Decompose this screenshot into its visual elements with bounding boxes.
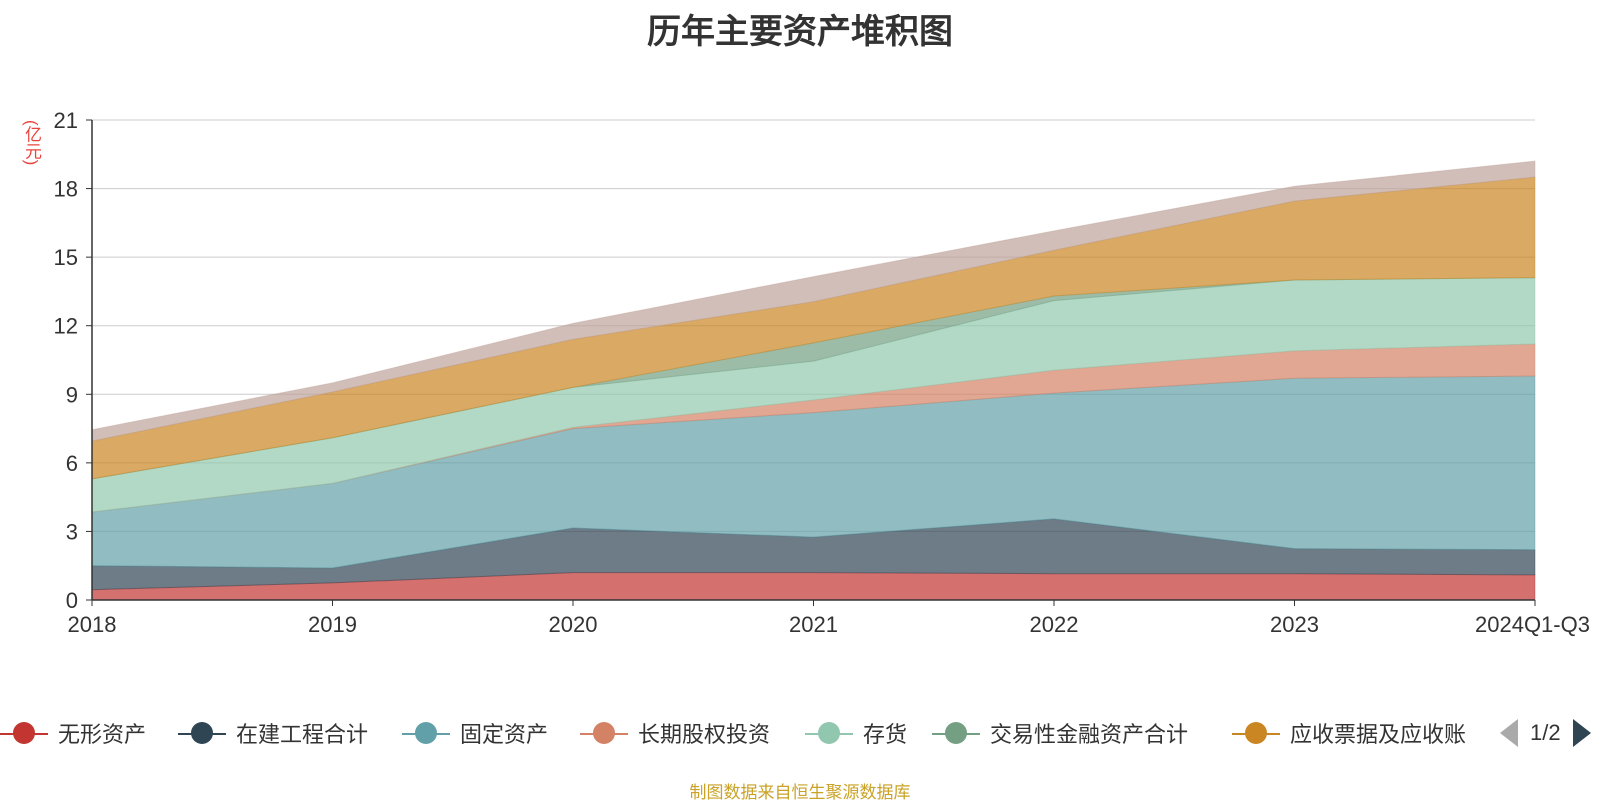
legend-page-indicator: 1/2 (1530, 720, 1561, 745)
y-tick-label: 3 (66, 519, 78, 544)
x-tick-label: 2019 (308, 612, 357, 637)
chart-legend: 无形资产 在建工程合计 固定资产 长期股权投资 存货 交易性金融资产合计 应收票据及应收账 (0, 716, 1600, 750)
y-axis-unit: (亿元) (22, 120, 41, 166)
x-tick-label: 2023 (1270, 612, 1319, 637)
legend-label: 无形资产 (58, 722, 147, 747)
x-tick-label: 2020 (549, 612, 598, 637)
legend-marker-icon (0, 716, 48, 750)
legend-label: 应收票据及应收账 (1290, 722, 1467, 747)
legend-label: 在建工程合计 (236, 722, 369, 747)
x-tick-label: 2018 (68, 612, 117, 637)
legend-prev-icon[interactable] (1500, 719, 1518, 747)
y-tick-label: 15 (54, 245, 78, 270)
x-tick-label: 2024Q1-Q3 (1475, 612, 1590, 637)
area-series-3 (91, 343, 1536, 513)
x-tick-label: 2021 (789, 612, 838, 637)
y-tick-label: 0 (66, 588, 78, 613)
y-tick-label: 21 (54, 108, 78, 133)
x-tick-label: 2022 (1030, 612, 1079, 637)
legend-label: 交易性金融资产合计 (990, 722, 1189, 747)
legend-label: 存货 (863, 722, 908, 747)
legend-marker-icon (1232, 716, 1280, 750)
legend-item-6[interactable]: 应收票据及应收账 (1232, 716, 1466, 750)
y-tick-label: 6 (66, 451, 78, 476)
y-tick-label: 12 (54, 314, 78, 339)
area-series-6 (91, 176, 1536, 480)
stacked-area-chart: 0 3 6 9 12 15 18 21 2018 2019 2020 2021 2022 2023 2024… (54, 108, 1590, 637)
legend-label: 固定资产 (460, 722, 549, 747)
legend-marker-icon (178, 716, 226, 750)
chart-title: 历年主要资产堆积图 (647, 13, 953, 51)
legend-marker-icon (580, 716, 628, 750)
legend-next-icon[interactable] (1572, 719, 1591, 747)
legend-item-4[interactable]: 存货 (805, 716, 907, 750)
legend-marker-icon (805, 716, 853, 750)
data-source-note: 制图数据来自恒生聚源数据库 (689, 783, 911, 802)
legend-pager: 1/2 (1500, 716, 1591, 750)
legend-item-2[interactable]: 固定资产 (402, 716, 548, 750)
legend-item-0[interactable]: 无形资产 (0, 716, 146, 750)
y-tick-label: 9 (66, 382, 78, 407)
legend-item-5[interactable]: 交易性金融资产合计 (932, 716, 1188, 750)
area-series-4 (91, 277, 1536, 513)
y-tick-label: 18 (54, 177, 78, 202)
legend-marker-icon (402, 716, 450, 750)
legend-item-1[interactable]: 在建工程合计 (178, 716, 368, 750)
legend-label: 长期股权投资 (638, 722, 771, 747)
legend-item-3[interactable]: 长期股权投资 (580, 716, 770, 750)
legend-marker-icon (932, 716, 980, 750)
area-series-7 (91, 160, 1536, 442)
